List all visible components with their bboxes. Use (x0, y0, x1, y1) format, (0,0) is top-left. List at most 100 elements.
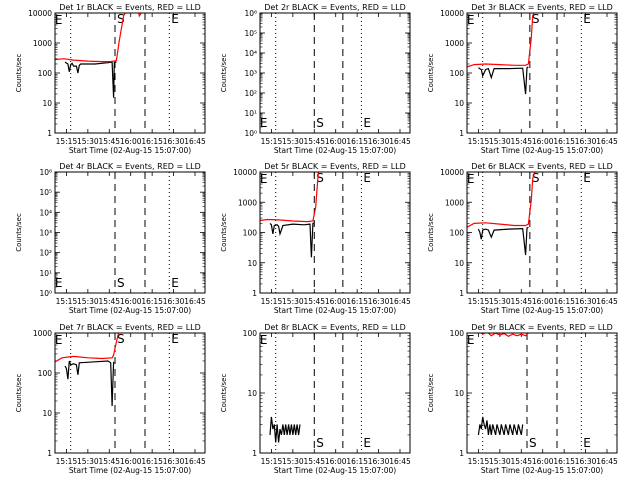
y-tick-label: 1 (47, 129, 52, 138)
x-tick-label: 15:45 (98, 137, 120, 146)
series-line-lld (467, 13, 535, 68)
marker-label: S (316, 436, 324, 450)
x-tick-label: 15:15 (468, 457, 490, 466)
y-axis-label: Counts/sec (427, 54, 435, 93)
y-tick-label: 100 (450, 69, 465, 78)
x-tick-label: 16:00 (120, 137, 142, 146)
marker-label: E (171, 12, 179, 26)
y-tick-label: 1000 (33, 39, 52, 48)
y-tick-label: 10¹ (39, 269, 52, 278)
y-tick-label: 10² (244, 89, 257, 98)
plot-frame (259, 12, 411, 134)
y-tick-label: 1000 (238, 198, 257, 207)
corner-label: E (55, 333, 63, 347)
marker-label: E (583, 12, 591, 26)
series-line-events (477, 416, 524, 436)
y-axis-label: Counts/sec (220, 374, 228, 413)
x-tick-label: 15:45 (98, 297, 120, 306)
x-tick-label: 16:45 (184, 137, 206, 146)
y-tick-label: 1000 (33, 329, 52, 338)
corner-label: E (55, 276, 63, 290)
x-tick-label: 15:30 (489, 137, 511, 146)
x-tick-label: 16:45 (596, 137, 618, 146)
x-tick-label: 16:00 (325, 297, 347, 306)
y-tick-label: 1000 (445, 39, 464, 48)
y-tick-label: 100 (38, 69, 53, 78)
x-axis-label: Start Time (02-Aug-15 15:07:00) (274, 146, 396, 155)
marker-label: E (363, 171, 371, 185)
x-tick-label: 16:15 (553, 297, 575, 306)
x-tick-label: 15:15 (468, 137, 490, 146)
corner-label: E (260, 116, 268, 130)
marker-label: E (583, 436, 591, 450)
y-tick-label: 1 (459, 449, 464, 458)
x-tick-label: 16:30 (368, 457, 390, 466)
plot-frame (54, 332, 206, 454)
x-axis-label: Start Time (02-Aug-15 15:07:00) (69, 146, 191, 155)
marker-label: S (117, 12, 125, 26)
y-tick-label: 10 (247, 389, 257, 398)
x-tick-label: 15:15 (261, 137, 283, 146)
x-axis-label: Start Time (02-Aug-15 15:07:00) (69, 466, 191, 475)
y-tick-label: 1 (459, 129, 464, 138)
plot-frame (466, 171, 618, 294)
chart-title: Det 7r BLACK = Events, RED = LLD (59, 323, 201, 332)
x-tick-label: 16:00 (532, 137, 554, 146)
y-tick-label: 1 (252, 449, 257, 458)
x-tick-label: 16:30 (163, 457, 185, 466)
plot-frame (54, 171, 206, 294)
chart-title: Det 8r BLACK = Events, RED = LLD (264, 323, 406, 332)
x-tick-label: 16:15 (141, 457, 163, 466)
y-axis-label: Counts/sec (427, 374, 435, 413)
x-tick-label: 15:30 (282, 457, 304, 466)
x-axis-label: Start Time (02-Aug-15 15:07:00) (274, 466, 396, 475)
y-tick-label: 10⁰ (39, 289, 52, 298)
x-tick-label: 16:30 (575, 457, 597, 466)
x-tick-label: 16:45 (389, 457, 411, 466)
marker-label: E (171, 276, 179, 290)
x-tick-label: 15:30 (489, 297, 511, 306)
x-tick-label: 15:45 (510, 297, 532, 306)
x-tick-label: 15:30 (77, 297, 99, 306)
y-tick-label: 10⁶ (39, 168, 52, 177)
series-line-events (64, 61, 117, 98)
plot-frame (259, 171, 411, 294)
x-tick-label: 16:45 (184, 457, 206, 466)
series-line-events (269, 222, 315, 258)
x-tick-label: 15:30 (282, 297, 304, 306)
x-tick-label: 15:30 (282, 137, 304, 146)
y-tick-label: 1 (459, 289, 464, 298)
y-tick-label: 10000 (233, 168, 257, 177)
y-tick-label: 100 (243, 329, 258, 338)
series-line-events (64, 360, 115, 407)
y-tick-label: 10⁴ (39, 208, 52, 217)
y-tick-label: 10⁴ (244, 49, 257, 58)
y-tick-label: 100 (38, 369, 53, 378)
x-axis-label: Start Time (02-Aug-15 15:07:00) (481, 466, 603, 475)
x-tick-label: 15:45 (303, 457, 325, 466)
marker-label: S (316, 116, 324, 130)
marker-label: E (583, 171, 591, 185)
y-tick-label: 10⁶ (244, 9, 257, 18)
y-tick-label: 10 (42, 99, 52, 108)
y-axis-label: Counts/sec (15, 213, 23, 252)
corner-label: E (467, 13, 475, 27)
y-tick-label: 10000 (440, 9, 464, 18)
y-tick-label: 10 (454, 99, 464, 108)
x-tick-label: 15:30 (77, 457, 99, 466)
x-tick-label: 16:30 (575, 137, 597, 146)
x-tick-label: 15:15 (56, 297, 78, 306)
chart-title: Det 4r BLACK = Events, RED = LLD (59, 162, 201, 171)
y-tick-label: 10⁰ (244, 129, 257, 138)
x-tick-label: 15:15 (261, 297, 283, 306)
x-axis-label: Start Time (02-Aug-15 15:07:00) (481, 306, 603, 315)
y-axis-label: Counts/sec (15, 54, 23, 93)
chart-title: Det 6r BLACK = Events, RED = LLD (471, 162, 613, 171)
